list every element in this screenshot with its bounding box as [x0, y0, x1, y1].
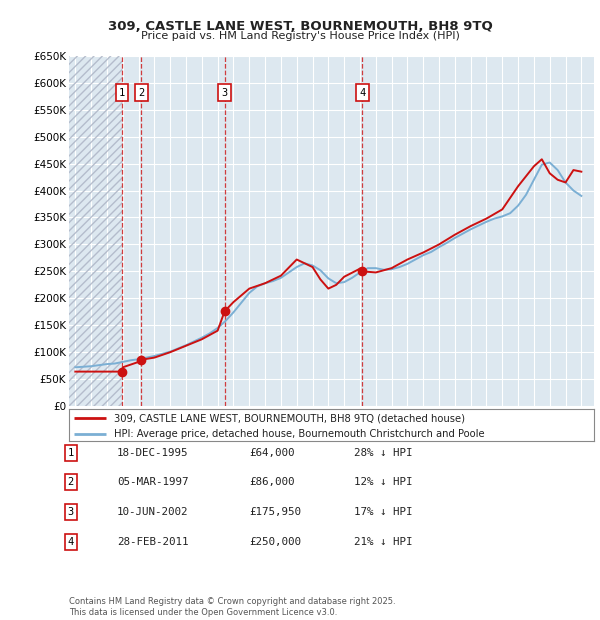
Text: 05-MAR-1997: 05-MAR-1997 — [117, 477, 188, 487]
Text: 2: 2 — [138, 87, 145, 97]
Text: 4: 4 — [359, 87, 365, 97]
Text: 28% ↓ HPI: 28% ↓ HPI — [354, 448, 413, 458]
Text: 12% ↓ HPI: 12% ↓ HPI — [354, 477, 413, 487]
Text: 309, CASTLE LANE WEST, BOURNEMOUTH, BH8 9TQ (detached house): 309, CASTLE LANE WEST, BOURNEMOUTH, BH8 … — [113, 413, 464, 423]
Text: Price paid vs. HM Land Registry's House Price Index (HPI): Price paid vs. HM Land Registry's House … — [140, 31, 460, 41]
Text: 1: 1 — [119, 87, 125, 97]
Text: HPI: Average price, detached house, Bournemouth Christchurch and Poole: HPI: Average price, detached house, Bour… — [113, 429, 484, 440]
Text: 3: 3 — [68, 507, 74, 517]
Text: 17% ↓ HPI: 17% ↓ HPI — [354, 507, 413, 517]
Text: 3: 3 — [221, 87, 228, 97]
Text: Contains HM Land Registry data © Crown copyright and database right 2025.
This d: Contains HM Land Registry data © Crown c… — [69, 598, 395, 617]
Text: 21% ↓ HPI: 21% ↓ HPI — [354, 537, 413, 547]
Text: 4: 4 — [68, 537, 74, 547]
Text: 2: 2 — [68, 477, 74, 487]
Text: 10-JUN-2002: 10-JUN-2002 — [117, 507, 188, 517]
Text: 28-FEB-2011: 28-FEB-2011 — [117, 537, 188, 547]
Text: £64,000: £64,000 — [249, 448, 295, 458]
Text: 309, CASTLE LANE WEST, BOURNEMOUTH, BH8 9TQ: 309, CASTLE LANE WEST, BOURNEMOUTH, BH8 … — [107, 20, 493, 33]
Text: £175,950: £175,950 — [249, 507, 301, 517]
Text: 1: 1 — [68, 448, 74, 458]
Text: 18-DEC-1995: 18-DEC-1995 — [117, 448, 188, 458]
Text: £86,000: £86,000 — [249, 477, 295, 487]
Text: £250,000: £250,000 — [249, 537, 301, 547]
